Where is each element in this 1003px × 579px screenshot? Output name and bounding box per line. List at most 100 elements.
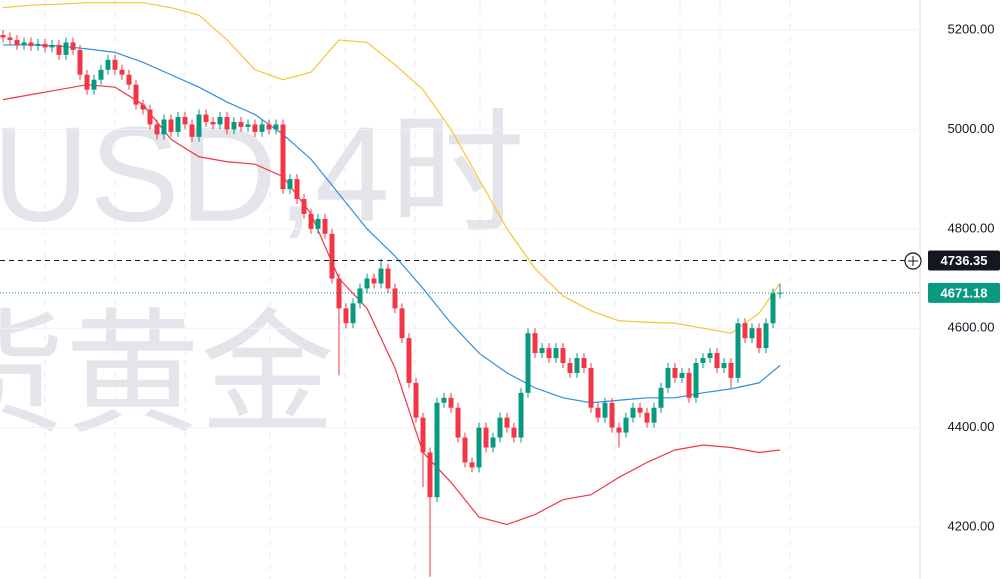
candle-body <box>63 42 69 55</box>
candle-body <box>28 42 34 46</box>
candle-body <box>763 323 769 349</box>
candle-body <box>182 116 188 125</box>
candle-body <box>217 116 223 125</box>
candle-body <box>119 69 125 75</box>
candle-body <box>539 348 545 354</box>
candle-body <box>420 417 426 453</box>
candle-body <box>399 308 405 339</box>
candle-body <box>112 59 118 70</box>
candle-body <box>154 124 160 135</box>
candle-body <box>406 338 412 383</box>
candle-body <box>231 121 237 130</box>
candle-body <box>147 109 153 125</box>
candle-body <box>637 407 643 413</box>
candle-body <box>238 121 244 127</box>
candle-body <box>343 308 349 324</box>
candle-body <box>35 43 41 46</box>
candle-body <box>518 392 524 438</box>
candle-body <box>0 34 6 38</box>
candle-body <box>616 427 622 433</box>
watermark-line: 货黄金 <box>0 299 335 450</box>
candle-body <box>287 179 293 190</box>
candle-body <box>672 367 678 378</box>
candle-body <box>609 402 615 428</box>
candle-body <box>546 348 552 359</box>
candle-body <box>140 104 146 110</box>
candle-body <box>42 43 48 48</box>
candle-body <box>371 278 377 284</box>
candle-body <box>679 372 685 378</box>
y-tick-label: 4200.00 <box>948 518 995 533</box>
candle-body <box>210 121 216 125</box>
candle-body <box>630 407 636 418</box>
candle-body <box>14 39 20 45</box>
candle-body <box>574 358 580 373</box>
candle-body <box>175 116 181 132</box>
candle-body <box>77 49 83 75</box>
candle-body <box>525 333 531 393</box>
candle-body <box>378 268 384 284</box>
candle-body <box>693 363 699 398</box>
candle-body <box>315 218 321 229</box>
candle-body <box>91 79 97 90</box>
candle-body <box>595 407 601 418</box>
candle-body <box>441 397 447 403</box>
price-label: 4671.18 <box>941 285 988 300</box>
candle-body <box>56 44 62 55</box>
y-tick-label: 4600.00 <box>948 320 995 335</box>
candle-body <box>413 382 419 418</box>
price-label-box <box>928 250 1000 271</box>
y-tick-label: 5200.00 <box>948 21 995 36</box>
candle-body <box>623 417 629 433</box>
price-label-box <box>928 282 1000 303</box>
candle-body <box>714 353 720 368</box>
candle-body <box>707 353 713 359</box>
price-label: 4736.35 <box>941 253 988 268</box>
candle-body <box>259 124 265 132</box>
y-tick-label: 4400.00 <box>948 419 995 434</box>
candle-body <box>469 462 475 468</box>
candle-body <box>21 42 27 45</box>
candle-body <box>483 427 489 448</box>
crosshair-icon[interactable] <box>904 252 922 270</box>
candle-body <box>196 114 202 137</box>
candle-body <box>70 42 76 50</box>
candle-body <box>133 84 139 105</box>
candle-body <box>280 124 286 190</box>
candle-body <box>189 124 195 137</box>
candle-body <box>364 278 370 289</box>
candle-body <box>252 124 258 132</box>
candle-body <box>686 372 692 398</box>
candle-body <box>721 363 727 368</box>
candle-body <box>658 387 664 408</box>
candle-body <box>770 293 776 324</box>
y-tick-label: 5000.00 <box>948 121 995 136</box>
candle-body <box>462 437 468 463</box>
candle-body <box>742 323 748 339</box>
band-line <box>2 2 781 334</box>
candle-body <box>700 358 706 364</box>
plot-area <box>0 2 783 577</box>
candle-body <box>490 437 496 448</box>
candle-body <box>602 402 608 418</box>
candle-body <box>644 412 650 423</box>
candle-body <box>553 348 559 359</box>
candle-body <box>665 367 671 388</box>
candle-body <box>357 288 363 304</box>
candle-body <box>126 74 132 85</box>
band-line <box>3 44 781 404</box>
candle-body <box>392 288 398 309</box>
candle-body <box>308 213 314 229</box>
candle-body <box>224 116 230 130</box>
candle-body <box>756 328 762 349</box>
candle-body <box>385 268 391 289</box>
y-tick-label: 4800.00 <box>948 220 995 235</box>
candle-body <box>161 119 167 135</box>
candle-body <box>168 119 174 132</box>
candle-body <box>651 407 657 423</box>
candle-body <box>476 427 482 468</box>
candle-body <box>497 417 503 438</box>
candle-body <box>98 69 104 80</box>
